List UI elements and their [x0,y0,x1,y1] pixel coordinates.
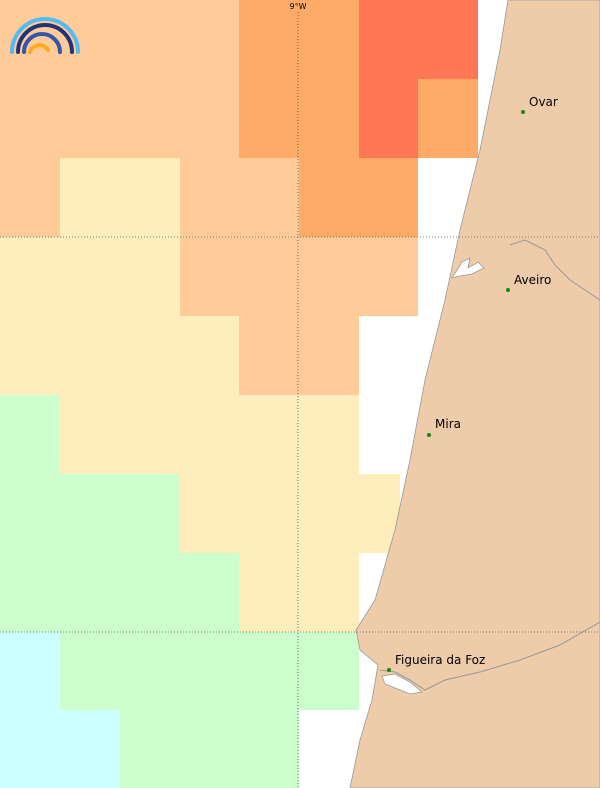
place-label: Figueira da Foz [395,653,485,667]
places: Ovar Aveiro Mira Figueira da Foz [387,95,558,672]
estuary [381,673,423,695]
place-label: Mira [435,417,461,431]
forecast-grid [0,0,478,788]
place-label: Aveiro [514,273,551,287]
land [349,0,600,788]
place-dot [427,433,431,437]
place-dot [506,288,510,292]
river [379,621,600,691]
meridian-label: 9°W [290,2,307,11]
river [509,239,600,301]
lagoon [451,257,485,279]
place-dot [521,110,525,114]
logo [10,17,80,54]
place-label: Ovar [529,95,558,109]
place-dot [387,668,391,672]
